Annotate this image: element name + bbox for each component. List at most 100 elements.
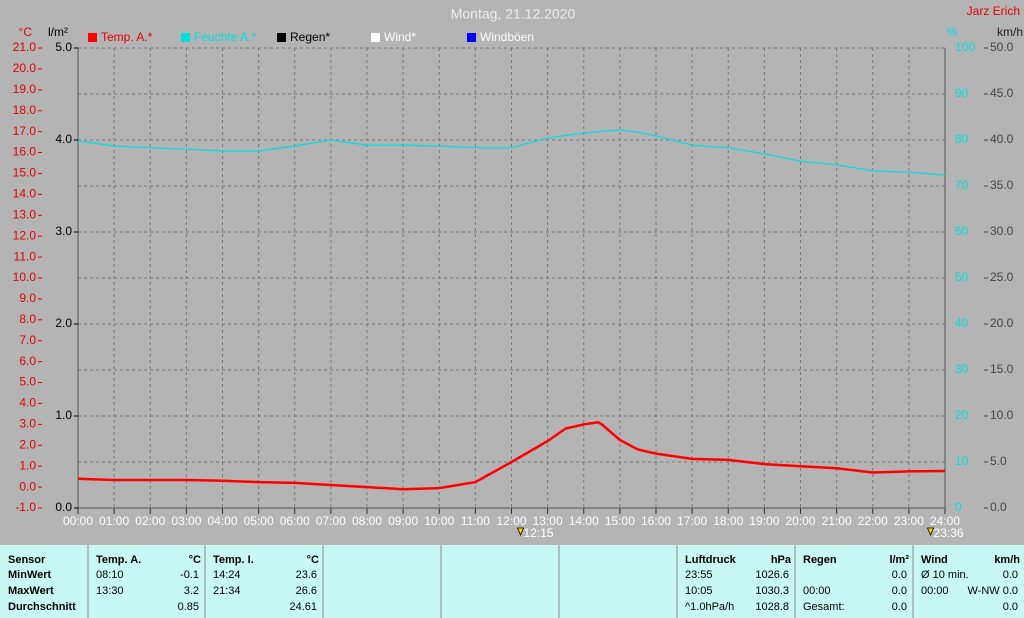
y-tick-label: 13.0 (13, 207, 37, 221)
table-cell: Ø 10 min. (921, 569, 969, 581)
y-tick-label: 12.0 (13, 228, 37, 242)
table-unit: hPa (771, 554, 792, 566)
x-tick-label: 11:00 (461, 514, 490, 528)
table-row-label: Durchschnitt (8, 601, 76, 613)
x-tick-label: 12:00 (496, 514, 526, 528)
table-cell: 23:55 (685, 569, 713, 581)
y3-tick-label: 3.0 (55, 224, 72, 238)
y4-tick-label: 0.0 (990, 500, 1007, 514)
x-tick-label: 09:00 (388, 514, 418, 528)
legend-label: Wind* (384, 30, 416, 44)
table-cell: 1026.6 (755, 569, 789, 581)
y-tick-label: 2.0 (19, 437, 36, 451)
y-tick-label: 20.0 (13, 61, 37, 75)
table-cell: 0.0 (892, 601, 907, 613)
x-tick-label: 21:00 (822, 514, 852, 528)
x-tick-label: 10:00 (424, 514, 454, 528)
table-cell: 1028.8 (755, 601, 789, 613)
table-header: Temp. I. (213, 554, 254, 566)
x-tick-label: 24:00 (930, 514, 960, 528)
x-tick-label: 05:00 (244, 514, 274, 528)
x-tick-label: 13:00 (533, 514, 563, 528)
table-cell: 0.85 (178, 601, 199, 613)
x-tick-label: 03:00 (171, 514, 201, 528)
y4-tick-label: 45.0 (990, 86, 1014, 100)
table-cell: 1030.3 (755, 585, 789, 597)
table-cell: 10:05 (685, 585, 713, 597)
legend-label: Windböen (480, 30, 534, 44)
y3-unit: l/m² (48, 25, 68, 39)
y4-tick-label: 25.0 (990, 270, 1014, 284)
y4-tick-label: 10.0 (990, 408, 1014, 422)
y4-tick-label: 5.0 (990, 454, 1007, 468)
y-tick-label: 5.0 (19, 375, 36, 389)
y-tick-label: 1.0 (19, 458, 36, 472)
y2-tick-label: 70 (955, 178, 969, 192)
x-tick-label: 18:00 (713, 514, 743, 528)
table-bg (0, 545, 1024, 618)
y-tick-label: 17.0 (13, 124, 37, 138)
legend-swatch (181, 33, 190, 42)
x-tick-label: 00:00 (63, 514, 93, 528)
table-cell: 08:10 (96, 569, 124, 581)
y-tick-label: 9.0 (19, 291, 36, 305)
table-row-label: MinWert (8, 569, 52, 581)
legend-swatch (467, 33, 476, 42)
y2-tick-label: 30 (955, 362, 969, 376)
y-tick-label: 16.0 (13, 145, 37, 159)
y2-tick-label: 80 (955, 132, 969, 146)
y-tick-label: 4.0 (19, 396, 36, 410)
y-tick-label: 18.0 (13, 103, 37, 117)
table: Sensor MinWert MaxWert Durchschnitt Temp. A.… (8, 554, 1020, 613)
y3-tick-label: 2.0 (55, 316, 72, 330)
legend-swatch (277, 33, 286, 42)
y-unit: °C (19, 25, 33, 39)
y4-tick-label: 50.0 (990, 40, 1014, 54)
x-tick-label: 23:00 (894, 514, 924, 528)
table-cell: 00:00 (921, 585, 949, 597)
x-tick-label: 19:00 (749, 514, 779, 528)
y4-tick-label: 30.0 (990, 224, 1014, 238)
y-tick-label: 10.0 (13, 270, 37, 284)
table-cell: W-NW 0.0 (967, 585, 1018, 597)
x-tick-label: 22:00 (858, 514, 888, 528)
y2-tick-label: 10 (955, 454, 969, 468)
x-tick-label: 04:00 (207, 514, 237, 528)
y-tick-label: 3.0 (19, 417, 36, 431)
chart-title: Montag, 21.12.2020 (451, 6, 576, 22)
table-header: Sensor (8, 554, 46, 566)
legend-label: Regen* (290, 30, 330, 44)
x-tick-label: 15:00 (605, 514, 635, 528)
legend-swatch (88, 33, 97, 42)
table-cell: Gesamt: (803, 601, 845, 613)
x-tick-label: 16:00 (641, 514, 671, 528)
x-tick-label: 14:00 (569, 514, 599, 528)
table-unit: l/m² (889, 554, 909, 566)
x-tick-label: 17:00 (677, 514, 707, 528)
legend-label: Temp. A.* (101, 30, 153, 44)
y2-tick-label: 50 (955, 270, 969, 284)
y4-tick-label: 35.0 (990, 178, 1014, 192)
y3-tick-label: 5.0 (55, 40, 72, 54)
table-cell: 0.0 (892, 585, 907, 597)
y4-unit: km/h (997, 25, 1023, 39)
y2-tick-label: 40 (955, 316, 969, 330)
y-tick-label: 15.0 (13, 166, 37, 180)
table-cell: 0.0 (1003, 601, 1018, 613)
table-header: Regen (803, 554, 837, 566)
table-header: Wind (921, 554, 948, 566)
table-header: Luftdruck (685, 554, 737, 566)
table-cell: -0.1 (180, 569, 199, 581)
table-cell: 00:00 (803, 585, 831, 597)
table-cell: 0.0 (892, 569, 907, 581)
marker-icon (926, 527, 935, 537)
marker-label: 23:36 (934, 526, 964, 540)
y4-tick-label: 20.0 (990, 316, 1014, 330)
y-tick-label: 8.0 (19, 312, 36, 326)
x-tick-label: 08:00 (352, 514, 382, 528)
y4-tick-label: 15.0 (990, 362, 1014, 376)
marker-label: 12:15 (524, 526, 554, 540)
table-separators (87, 545, 914, 618)
y3-tick-label: 0.0 (55, 500, 72, 514)
y2-tick-label: 60 (955, 224, 969, 238)
